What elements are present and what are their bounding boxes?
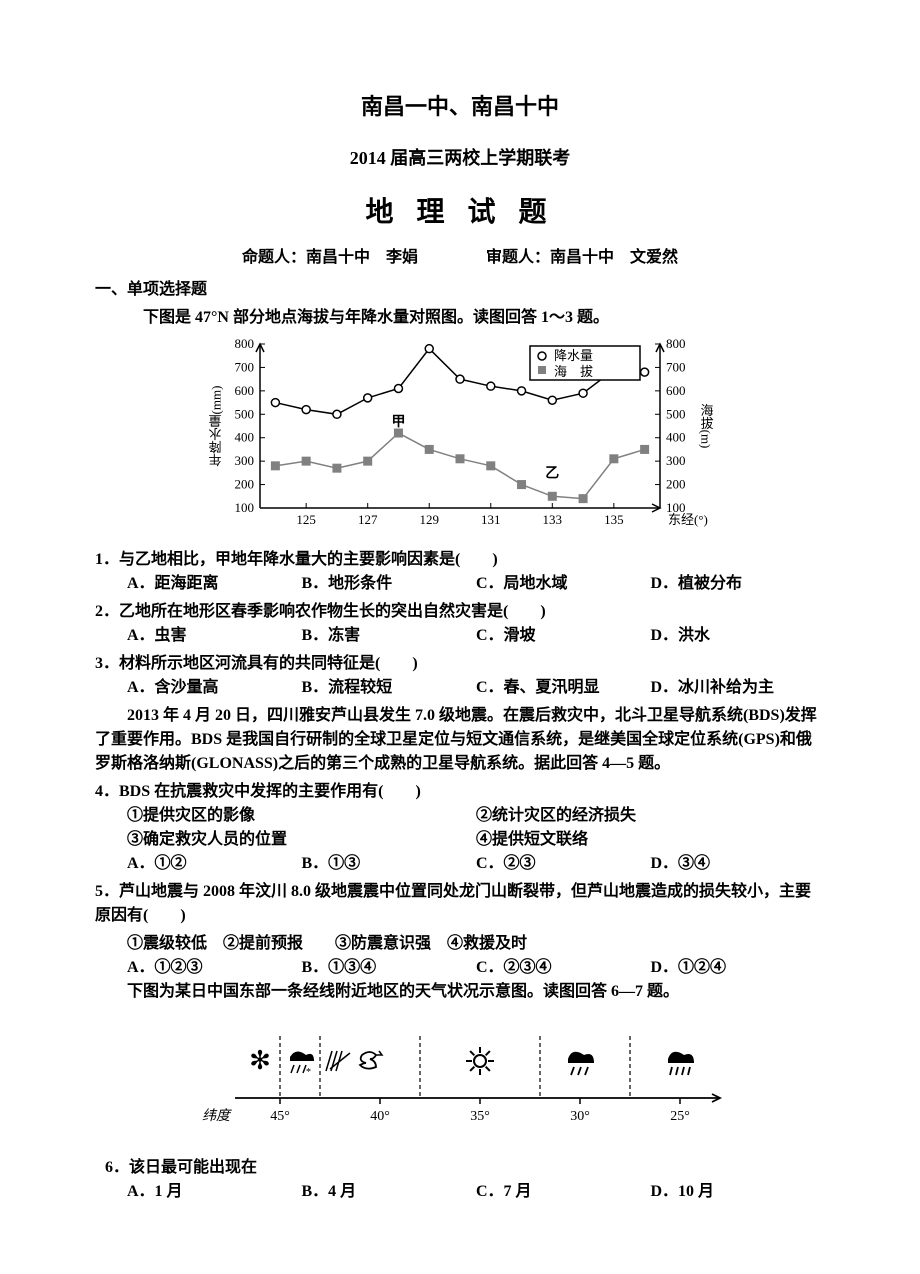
- q3-opts: A．含沙量高 B．流程较短 C．春、夏汛明显 D．冰川补给为主: [95, 676, 825, 700]
- svg-text:40°: 40°: [370, 1109, 390, 1124]
- q4-opt-d: D．③④: [651, 852, 826, 876]
- svg-text:乙: 乙: [545, 466, 559, 482]
- q1-opt-c: C．局地水域: [476, 572, 651, 596]
- q4-opts: A．①② B．①③ C．②③ D．③④: [95, 852, 825, 876]
- q6-opt-c: C．7 月: [476, 1180, 651, 1204]
- q4-text: 4．BDS 在抗震救灾中发挥的主要作用有( ): [95, 780, 825, 804]
- svg-text:800: 800: [666, 336, 686, 351]
- q3-opt-b: B．流程较短: [302, 676, 477, 700]
- svg-text:500: 500: [235, 406, 255, 421]
- subject-title: 地 理 试 题: [95, 192, 825, 234]
- q2-text: 2．乙地所在地形区春季影响农作物生长的突出自然灾害是( ): [95, 600, 825, 624]
- q1-opt-a: A．距海距离: [127, 572, 302, 596]
- q4-items: ①提供灾区的影像 ②统计灾区的经济损失 ③确定救灾人员的位置 ④提供短文联络: [95, 804, 825, 852]
- svg-text:600: 600: [666, 383, 686, 398]
- svg-text:东经(°): 东经(°): [668, 512, 708, 527]
- q4-opt-c: C．②③: [476, 852, 651, 876]
- svg-text:100: 100: [235, 500, 255, 515]
- svg-text:30°: 30°: [570, 1109, 590, 1124]
- svg-text:800: 800: [235, 336, 255, 351]
- chart-1: 1001002002003003004004005005006006007007…: [200, 336, 720, 536]
- q4-opt-a: A．①②: [127, 852, 302, 876]
- chart-2: 45° 40° 35° 30° 25° 纬度 ✻ *: [180, 1016, 740, 1136]
- svg-text:700: 700: [235, 359, 255, 374]
- q2-opt-d: D．洪水: [651, 624, 826, 648]
- q4-item-1: ①提供灾区的影像: [127, 804, 476, 828]
- q5-opt-a: A．①②③: [127, 956, 302, 980]
- q5-opt-d: D．①②④: [651, 956, 826, 980]
- svg-text:135: 135: [604, 512, 624, 527]
- svg-text:甲: 甲: [391, 414, 405, 430]
- q3-text: 3．材料所示地区河流具有的共同特征是( ): [95, 652, 825, 676]
- q5-opt-c: C．②③④: [476, 956, 651, 980]
- q1-opt-b: B．地形条件: [302, 572, 477, 596]
- svg-text:纬度: 纬度: [202, 1108, 232, 1124]
- q6-opt-b: B．4 月: [302, 1180, 477, 1204]
- chart-2-wrap: 45° 40° 35° 30° 25° 纬度 ✻ *: [95, 1016, 825, 1136]
- svg-text:年降水量(mm): 年降水量(mm): [209, 386, 224, 467]
- svg-text:300: 300: [235, 453, 255, 468]
- q2-opt-c: C．滑坡: [476, 624, 651, 648]
- q6-opt-a: A．1 月: [127, 1180, 302, 1204]
- svg-text:125: 125: [296, 512, 316, 527]
- q4-item-4: ④提供短文联络: [476, 828, 825, 852]
- svg-text:131: 131: [481, 512, 501, 527]
- q3-opt-a: A．含沙量高: [127, 676, 302, 700]
- q6-text: 6．该日最可能出现在: [95, 1156, 825, 1180]
- q4-opt-b: B．①③: [302, 852, 477, 876]
- svg-text:35°: 35°: [470, 1109, 490, 1124]
- q5-opts: A．①②③ B．①③④ C．②③④ D．①②④: [95, 956, 825, 980]
- svg-text:*: *: [306, 1067, 311, 1078]
- q2-opts: A．虫害 B．冻害 C．滑坡 D．洪水: [95, 624, 825, 648]
- svg-text:400: 400: [235, 430, 255, 445]
- svg-text:700: 700: [666, 359, 686, 374]
- svg-text:600: 600: [235, 383, 255, 398]
- svg-text:200: 200: [666, 477, 686, 492]
- intro-3: 下图为某日中国东部一条经线附近地区的天气状况示意图。读图回答 6—7 题。: [95, 980, 825, 1004]
- reviewer: 审题人：南昌十中 文爱然: [486, 249, 678, 266]
- exam-title: 2014 届高三两校上学期联考: [95, 145, 825, 172]
- chart-1-wrap: 1001002002003003004004005005006006007007…: [95, 336, 825, 536]
- svg-text:25°: 25°: [670, 1109, 690, 1124]
- q1-text: 1．与乙地相比，甲地年降水量大的主要影响因素是( ): [95, 548, 825, 572]
- q2-opt-b: B．冻害: [302, 624, 477, 648]
- svg-text:✻: ✻: [249, 1046, 271, 1075]
- q2-opt-a: A．虫害: [127, 624, 302, 648]
- q1-opts: A．距海距离 B．地形条件 C．局地水域 D．植被分布: [95, 572, 825, 596]
- q5-items: ①震级较低 ②提前预报 ③防震意识强 ④救援及时: [95, 932, 825, 956]
- intro-1: 下图是 47°N 部分地点海拔与年降水量对照图。读图回答 1～3 题。: [95, 306, 825, 330]
- q6-opt-d: D．10 月: [651, 1180, 826, 1204]
- passage-2: 2013 年 4 月 20 日，四川雅安芦山县发生 7.0 级地震。在震后救灾中…: [95, 704, 825, 776]
- q1-opt-d: D．植被分布: [651, 572, 826, 596]
- svg-text:400: 400: [666, 430, 686, 445]
- svg-text:海拔(m): 海拔(m): [699, 404, 714, 449]
- q5-text: 5．芦山地震与 2008 年汶川 8.0 级地震震中位置同处龙门山断裂带，但芦山…: [95, 880, 825, 928]
- svg-text:海 拔: 海 拔: [554, 364, 593, 379]
- schools-title: 南昌一中、南昌十中: [95, 90, 825, 123]
- svg-text:300: 300: [666, 453, 686, 468]
- q4-item-3: ③确定救灾人员的位置: [127, 828, 476, 852]
- svg-text:200: 200: [235, 477, 255, 492]
- authors-line: 命题人：南昌十中 李娟 审题人：南昌十中 文爱然: [95, 246, 825, 270]
- q6-opts: A．1 月 B．4 月 C．7 月 D．10 月: [95, 1180, 825, 1204]
- author: 命题人：南昌十中 李娟: [242, 249, 418, 266]
- q3-opt-c: C．春、夏汛明显: [476, 676, 651, 700]
- svg-text:129: 129: [419, 512, 439, 527]
- svg-text:降水量: 降水量: [554, 348, 593, 363]
- svg-text:45°: 45°: [270, 1109, 290, 1124]
- q4-item-2: ②统计灾区的经济损失: [476, 804, 825, 828]
- svg-text:133: 133: [543, 512, 563, 527]
- section-1-title: 一、单项选择题: [95, 278, 825, 302]
- svg-text:500: 500: [666, 406, 686, 421]
- svg-text:127: 127: [358, 512, 378, 527]
- q5-opt-b: B．①③④: [302, 956, 477, 980]
- q3-opt-d: D．冰川补给为主: [651, 676, 826, 700]
